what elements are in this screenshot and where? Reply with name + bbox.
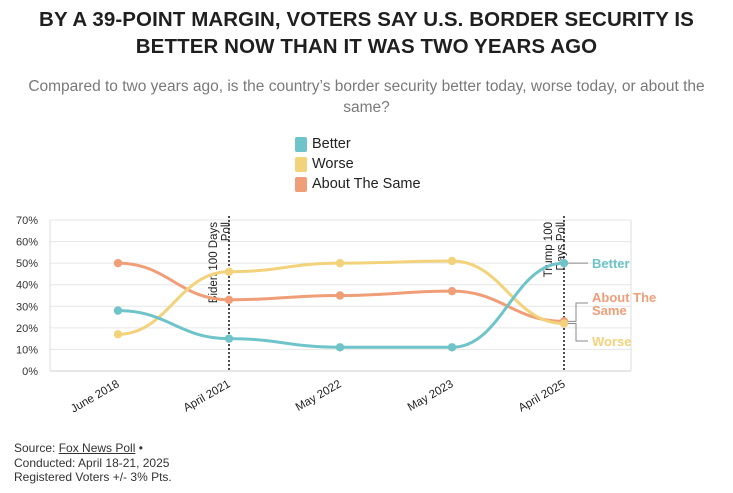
series-line-better [116, 261, 566, 349]
x-tick-label: May 2023 [406, 378, 456, 414]
end-label-worse: Worse [592, 334, 632, 349]
end-label-about-the-same: About The Same [592, 290, 656, 318]
source-link[interactable]: Fox News Poll [58, 441, 136, 455]
end-label-connector-worse [568, 323, 588, 342]
x-tick-label: April 2025 [517, 378, 568, 414]
data-point-better [559, 258, 569, 268]
x-tick-label: April 2021 [182, 378, 233, 414]
source-suffix: • [138, 441, 143, 455]
data-point-about-the-same [224, 295, 234, 305]
legend-item-better: Better [295, 134, 421, 154]
data-point-worse [559, 319, 569, 328]
source-line: Source: Fox News Poll • [14, 441, 172, 456]
data-point-better [113, 306, 123, 315]
legend-swatch-worse [295, 156, 307, 172]
source-label: Source: [14, 441, 56, 455]
chart-title: BY A 39-POINT MARGIN, VOTERS SAY U.S. BO… [39, 8, 694, 58]
conducted-dates: Conducted: April 18-21, 2025 [14, 455, 170, 470]
annotation-label: Trump 100Days Poll [543, 222, 568, 277]
y-tick-label: 40% [16, 280, 38, 292]
data-point-better [335, 343, 345, 352]
legend-label-better: Better [312, 136, 351, 152]
data-point-worse [335, 258, 345, 268]
legend-item-about-the-same: About The Same [295, 174, 421, 194]
data-point-about-the-same [113, 258, 123, 268]
data-point-about-the-same [335, 291, 345, 300]
legend-label-about-the-same: About The Same [312, 176, 421, 192]
data-point-about-the-same [447, 286, 457, 296]
y-tick-label: 30% [16, 301, 38, 313]
legend-item-worse: Worse [295, 154, 421, 174]
data-point-worse [224, 267, 234, 276]
chart-subtitle: Compared to two years ago, is the countr… [28, 78, 705, 116]
data-point-worse [447, 256, 457, 266]
y-tick-label: 50% [16, 258, 38, 270]
legend-swatch-better [295, 136, 307, 152]
y-tick-label: 70% [16, 215, 38, 227]
end-label-connector-about-the-same [568, 302, 588, 322]
data-point-better [447, 343, 457, 352]
y-tick-label: 10% [16, 344, 38, 356]
x-tick-label: May 2022 [294, 378, 344, 414]
legend-label-worse: Worse [312, 156, 354, 172]
end-label-better: Better [592, 256, 630, 271]
footer: Source: Fox News Poll • Conducted: April… [14, 441, 172, 485]
data-point-better [224, 334, 234, 343]
x-tick-label: June 2018 [69, 378, 122, 415]
y-tick-label: 20% [16, 323, 38, 335]
y-tick-label: 60% [16, 237, 38, 249]
y-tick-label: 0% [22, 366, 38, 378]
legend-swatch-about-the-same [295, 176, 307, 192]
legend: Better Worse About The Same [295, 134, 421, 194]
data-point-worse [113, 330, 123, 339]
sample-info: Registered Voters +/- 3% Pts. [14, 470, 172, 484]
annotation-label: Biden 100 DaysPoll [208, 222, 233, 303]
